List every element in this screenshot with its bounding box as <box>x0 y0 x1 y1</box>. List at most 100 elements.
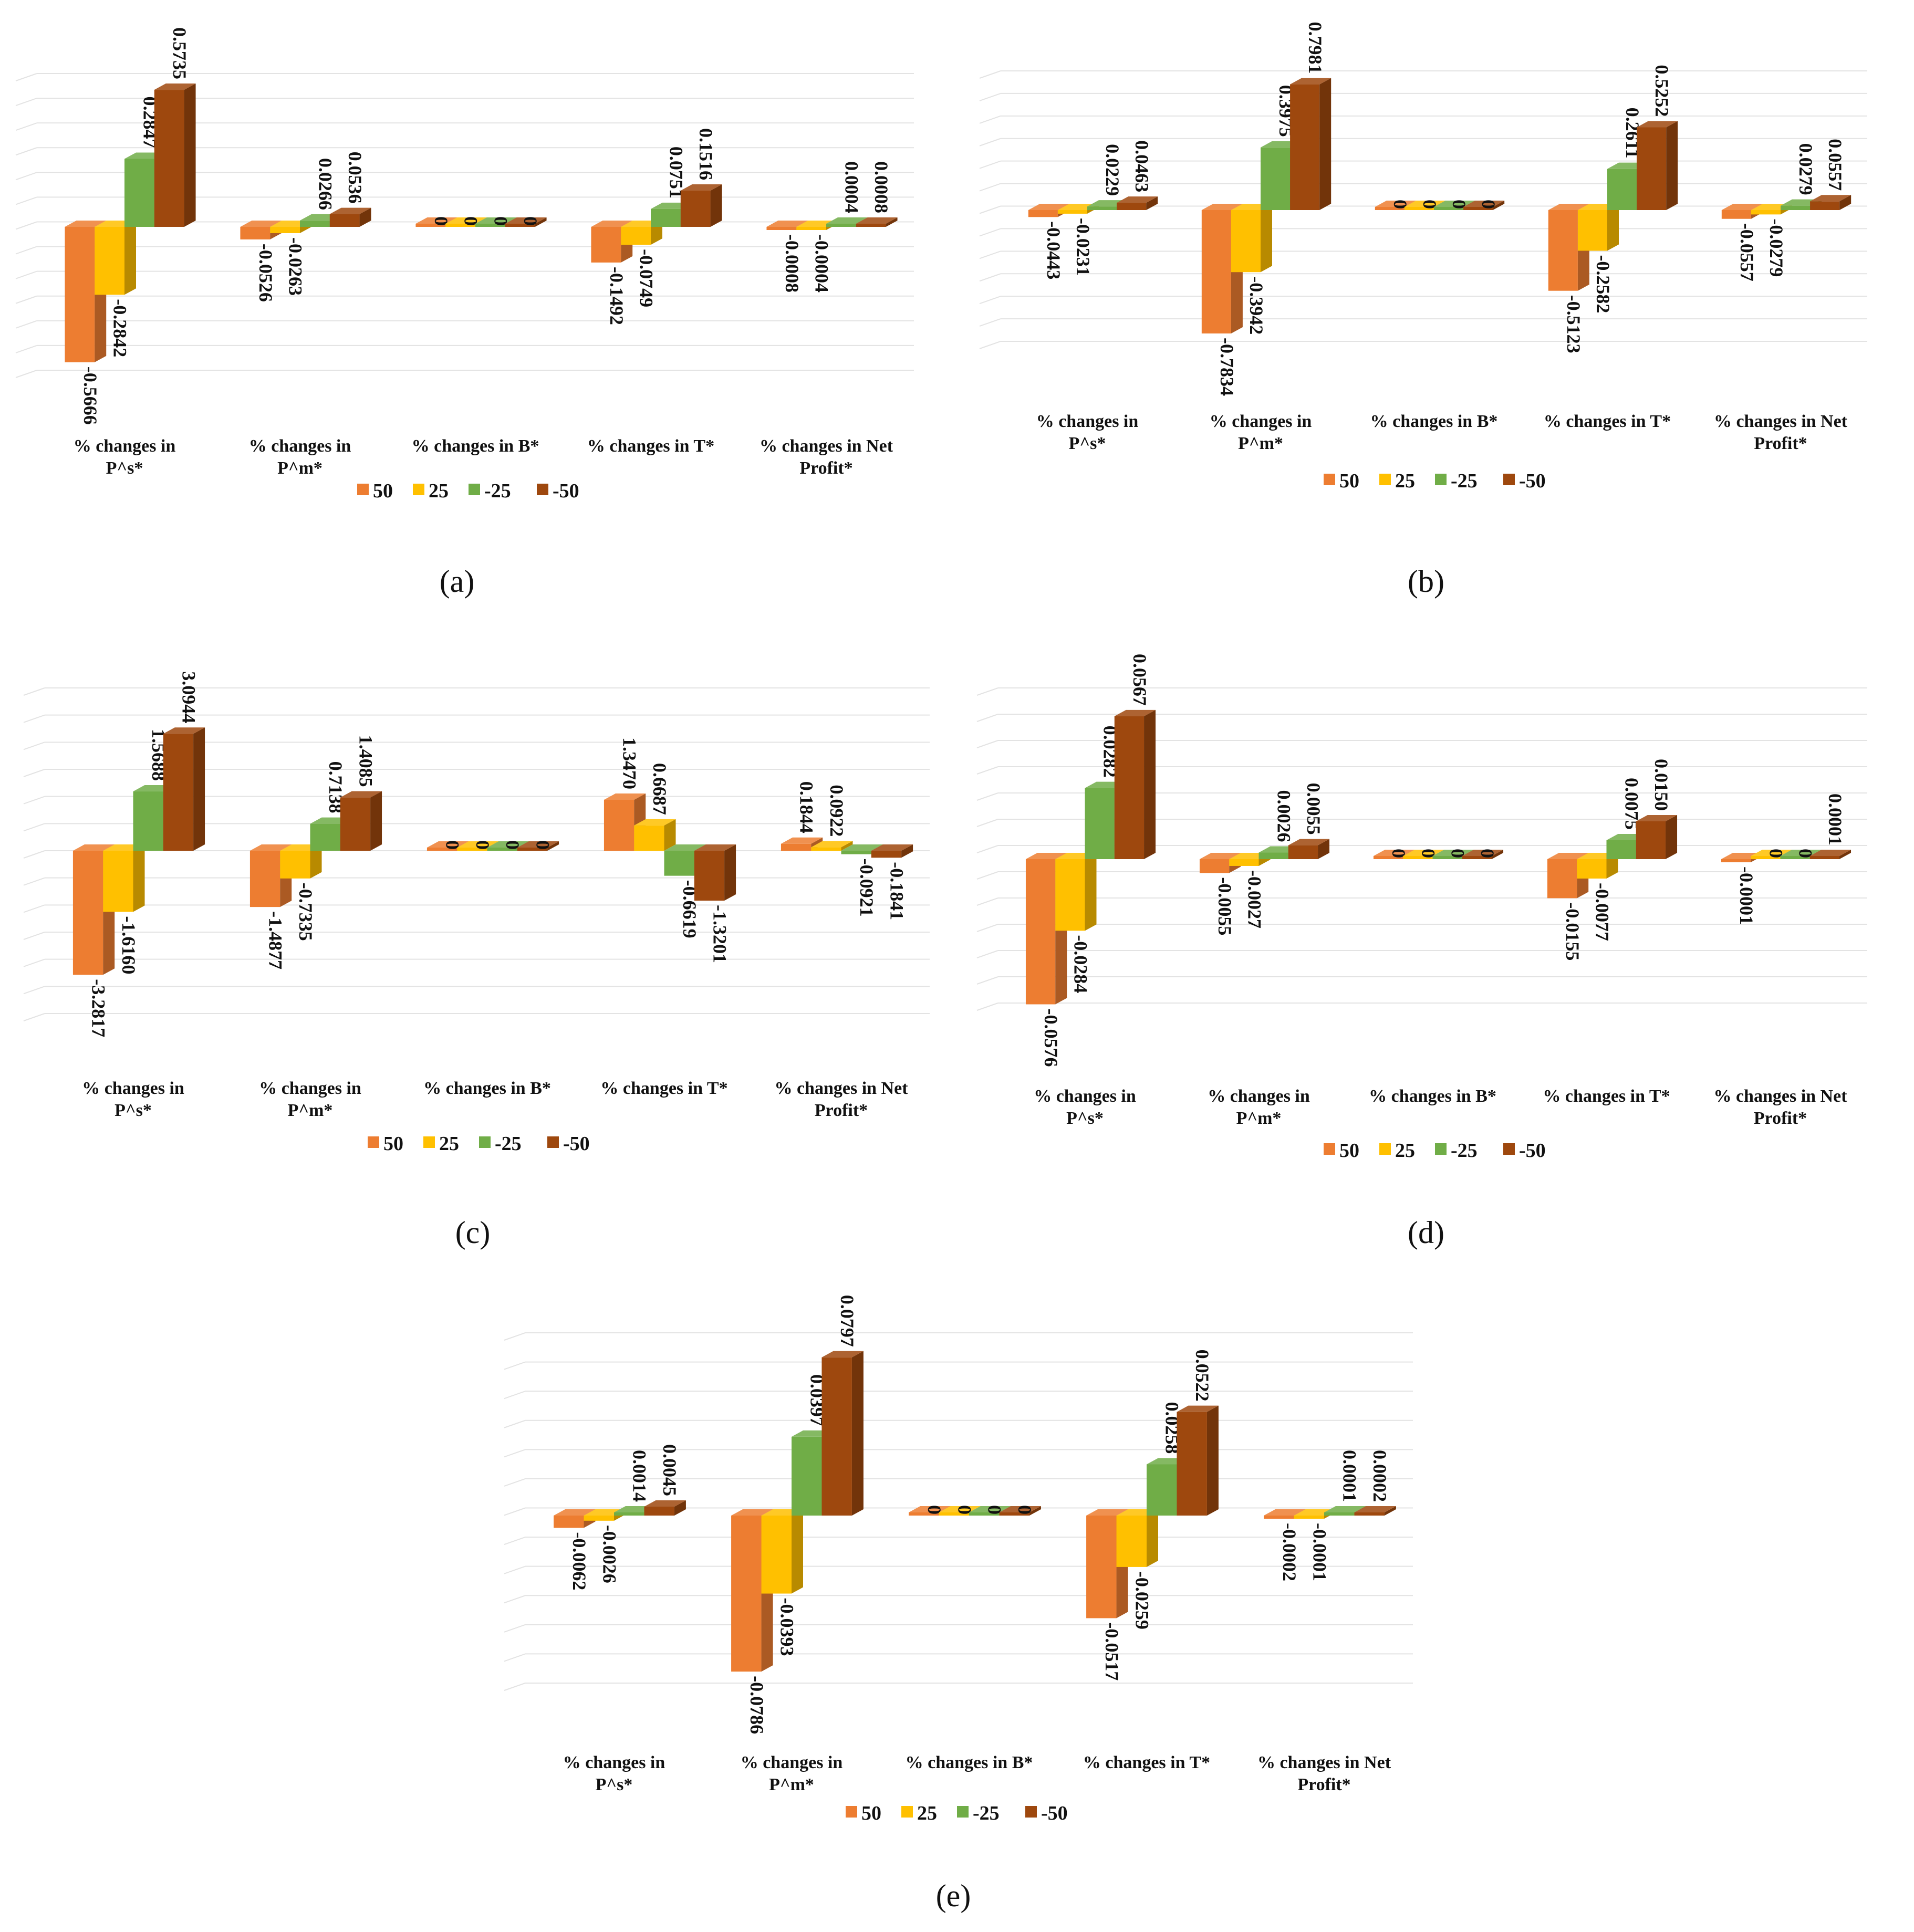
legend-label: 50 <box>373 480 393 502</box>
gridline-depth <box>15 320 37 329</box>
category-label: % changes in B* <box>906 1753 1033 1772</box>
gridline-depth <box>15 73 37 81</box>
legend-label: -25 <box>973 1802 1000 1824</box>
legend-label: 25 <box>917 1802 937 1824</box>
bar-25-front <box>1057 210 1087 214</box>
gridline-depth <box>976 687 998 696</box>
bar--50-side <box>370 791 382 851</box>
bar--25-front <box>651 208 681 227</box>
gridline-depth <box>976 766 998 775</box>
category-label: % changes in T* <box>1083 1753 1210 1772</box>
bar-25-front <box>796 227 826 230</box>
gridline-depth <box>504 1537 526 1545</box>
gridline-depth <box>15 270 37 279</box>
bar--50-side <box>1666 815 1678 859</box>
bar-50-top <box>731 1509 773 1516</box>
bar--50-front <box>1809 856 1840 859</box>
bar-25-top <box>1403 850 1444 856</box>
data-label: 0.0567 <box>1129 654 1150 706</box>
bar--50-front <box>1463 207 1493 210</box>
gridline-depth <box>979 160 1001 169</box>
data-label: -0.2582 <box>1593 255 1614 313</box>
bar--25-front <box>487 848 517 851</box>
bar-25-side <box>1606 853 1618 879</box>
bar--25-front <box>969 1512 1000 1516</box>
legend-swatch <box>357 484 369 495</box>
bar--50-top <box>871 844 913 851</box>
legend-swatch <box>469 484 480 495</box>
bar--25-top <box>969 1506 1011 1512</box>
chart-panel-a: % changes in P^s*-0.5666-0.28420.28470.57… <box>15 27 914 599</box>
gridline-depth <box>23 687 45 696</box>
bar--50-top <box>1636 815 1678 821</box>
data-label: -0.0008 <box>782 234 803 293</box>
bar--50-front <box>821 1357 852 1516</box>
bar--50-side <box>886 217 898 227</box>
bar-25-front <box>939 1512 969 1516</box>
category-label: % changes in B* <box>412 436 539 456</box>
data-label: -1.4877 <box>265 911 286 969</box>
bar--50-side <box>1493 201 1505 210</box>
gridline-depth <box>979 273 1001 282</box>
data-label: -0.0002 <box>1279 1523 1300 1581</box>
data-label: -0.0749 <box>636 249 657 307</box>
legend-label: -50 <box>563 1133 590 1155</box>
data-label: 0.0045 <box>659 1444 680 1496</box>
gridline-depth <box>15 370 37 378</box>
bar--25-front <box>1087 206 1117 210</box>
bar-50-front <box>1201 210 1231 334</box>
legend-swatch <box>1503 474 1515 485</box>
gridline-depth <box>979 183 1001 192</box>
bar-50-top <box>1548 204 1589 210</box>
data-label: -0.3942 <box>1246 276 1267 335</box>
bar--50-top <box>163 727 205 734</box>
legend-label: 25 <box>1395 470 1415 492</box>
bar-50-front <box>65 227 95 362</box>
legend-swatch <box>547 1136 559 1148</box>
bar--50-front <box>1636 821 1666 859</box>
bar-50-top <box>427 841 469 848</box>
bar--25-front <box>310 823 340 851</box>
data-label: -0.0576 <box>1041 1008 1062 1067</box>
bar--25-front <box>124 159 154 227</box>
panel-caption: (b) <box>1408 564 1444 599</box>
bar-50-top <box>1373 850 1415 856</box>
data-label: 0.0536 <box>345 152 366 204</box>
category-label: % changes in B* <box>1369 1087 1496 1106</box>
bar--50-front <box>1114 716 1145 859</box>
bar-50-top <box>1264 1509 1306 1516</box>
category-label: % changes in B* <box>423 1079 551 1098</box>
gridline-depth <box>15 122 37 131</box>
bar-25-side <box>1607 204 1619 251</box>
bar--50-top <box>821 1351 864 1357</box>
gridline-depth <box>504 1507 526 1516</box>
bar--50-side <box>1839 850 1851 859</box>
gridline-depth <box>976 740 998 748</box>
gridline-depth <box>504 1595 526 1604</box>
bar--25-front <box>1261 147 1291 210</box>
bar--25-front <box>1607 169 1637 210</box>
bar--50-side <box>1206 1405 1219 1516</box>
gridline-depth <box>23 904 45 913</box>
bar-25-front <box>457 848 487 851</box>
bar--25-front <box>1324 1512 1355 1516</box>
data-label: 0.0229 <box>1102 144 1123 196</box>
gridline-depth <box>504 1683 526 1691</box>
bar-25-front <box>811 847 841 851</box>
bar--50-front <box>517 848 548 851</box>
legend-label: -25 <box>1451 470 1478 492</box>
legend-swatch <box>1435 1143 1447 1155</box>
gridline-depth <box>23 850 45 859</box>
gridline-depth <box>979 115 1001 124</box>
data-label: 0 <box>532 840 553 850</box>
bar--50-front <box>871 851 902 858</box>
data-label: -0.0557 <box>1736 223 1757 281</box>
gridline-depth <box>979 296 1001 305</box>
data-label: -0.0526 <box>255 244 276 302</box>
data-label: 0.5735 <box>169 27 190 79</box>
panel-caption: (d) <box>1408 1215 1444 1250</box>
bar--50-front <box>163 734 194 851</box>
gridline-depth <box>979 92 1001 101</box>
bar-25-front <box>1404 207 1434 210</box>
bar--50-side <box>193 727 205 851</box>
